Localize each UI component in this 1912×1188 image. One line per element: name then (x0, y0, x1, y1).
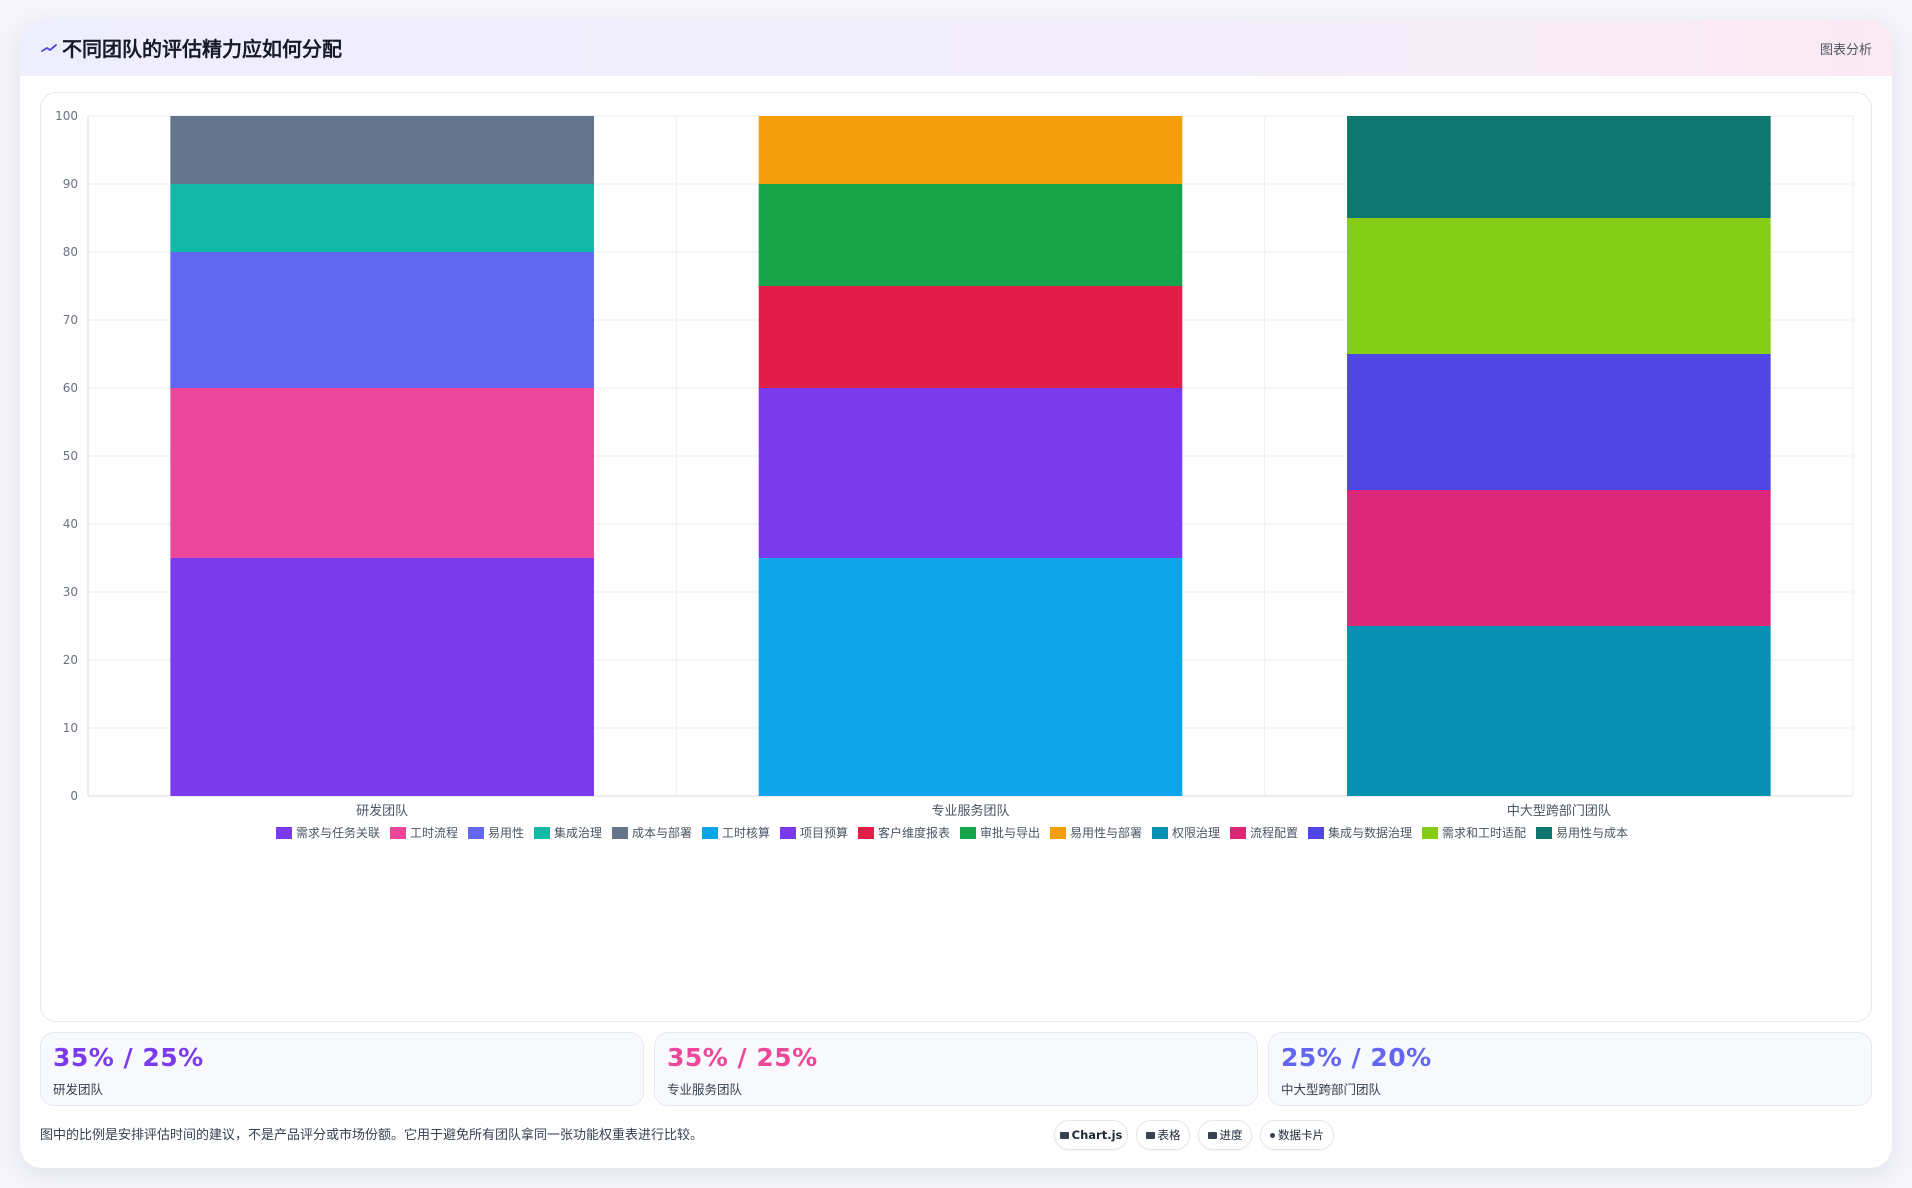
chart-icon (1059, 1131, 1069, 1139)
bar-segment (1347, 354, 1771, 490)
y-tick-label: 80 (63, 245, 78, 259)
chart-panel: 0 10 20 30 40 50 60 70 80 90 100 研发团队 专业服务团队 中大型跨部门团队… (40, 92, 1872, 1022)
bar-segment (1347, 490, 1771, 626)
stats-row: 35% / 25% 研发团队 35% / 25% 专业服务团队 25% / 20… (40, 1032, 1872, 1106)
y-tick-label: 30 (63, 585, 78, 599)
chip-label: Chart.js (1071, 1128, 1123, 1142)
chip-label: 表格 (1157, 1128, 1181, 1142)
legend-label: 成本与部署 (632, 825, 692, 840)
legend-label: 易用性 (488, 826, 524, 840)
legend-label: 权限治理 (1172, 826, 1220, 840)
bar-segment (170, 388, 594, 558)
stacked-bar-chart: 0 10 20 30 40 50 60 70 80 90 100 研发团队 专业服务团队 中大型跨部门团队… (55, 109, 1854, 840)
legend-swatch (960, 827, 976, 839)
trend-icon (41, 44, 57, 52)
footnote: 图中的比例是安排评估时间的建议，不是产品评分或市场份额。它用于避免所有团队拿同一… (40, 1128, 704, 1143)
bar-segment (758, 116, 1183, 184)
stat-card-cross: 25% / 20% 中大型跨部门团队 (1268, 1032, 1872, 1106)
bar-segment (758, 184, 1183, 286)
y-tick-label: 10 (63, 721, 78, 735)
legend-label: 项目预算 (800, 825, 848, 840)
legend-label: 工时核算 (722, 825, 770, 840)
y-tick-label: 60 (63, 381, 78, 395)
legend-swatch (276, 827, 292, 839)
chip-progress[interactable]: 进度 (1198, 1120, 1252, 1150)
x-tick-label: 中大型跨部门团队 (1507, 804, 1611, 819)
y-tick-label: 0 (70, 789, 78, 803)
bar-segment (1347, 116, 1771, 218)
chart-card: 不同团队的评估精力应如何分配 图表分析 0 10 20 30 40 50 60 70 80 90 1… (20, 20, 1892, 1168)
legend-swatch (612, 827, 628, 839)
legend-swatch (1050, 827, 1066, 839)
card-header: 不同团队的评估精力应如何分配 图表分析 (20, 20, 1892, 76)
chip-data-card[interactable]: 数据卡片 (1260, 1120, 1334, 1150)
stat-card-rd: 35% / 25% 研发团队 (40, 1032, 644, 1106)
bar-segment (1347, 218, 1771, 354)
legend-label: 流程配置 (1250, 825, 1298, 840)
legend-swatch (534, 827, 550, 839)
legend-swatch (1152, 827, 1168, 839)
legend-label: 需求和工时适配 (1442, 826, 1526, 840)
legend-swatch (468, 827, 484, 839)
bar-segment (758, 558, 1183, 796)
card-icon (1270, 1132, 1275, 1138)
stat-label: 专业服务团队 (667, 1082, 743, 1097)
y-tick-label: 70 (63, 313, 78, 327)
chart-analysis-link[interactable]: 图表分析 (1819, 43, 1872, 58)
stat-value: 35% / 25% (667, 1043, 818, 1072)
legend-swatch (702, 827, 718, 839)
legend-label: 客户维度报表 (878, 825, 950, 840)
legend-label: 工时流程 (410, 825, 458, 840)
table-icon (1145, 1131, 1155, 1139)
stat-value: 25% / 20% (1281, 1043, 1432, 1072)
bar-segment (170, 116, 594, 184)
legend-label: 易用性与成本 (1556, 826, 1628, 840)
bar-segment (758, 388, 1183, 558)
legend-swatch (1422, 827, 1438, 839)
y-tick-label: 40 (63, 517, 78, 531)
chip-table[interactable]: 表格 (1136, 1120, 1190, 1150)
chip-label: 进度 (1219, 1128, 1243, 1142)
legend-swatch (1536, 827, 1552, 839)
progress-icon (1207, 1131, 1217, 1139)
bar-segment (170, 252, 594, 388)
x-tick-label: 研发团队 (356, 803, 408, 819)
chip-label: 数据卡片 (1278, 1128, 1324, 1142)
stat-value: 35% / 25% (53, 1043, 204, 1072)
legend-swatch (780, 827, 796, 839)
legend-label: 审批与导出 (980, 825, 1040, 840)
y-tick-label: 50 (63, 449, 78, 463)
stat-label: 研发团队 (53, 1082, 104, 1097)
legend-swatch (390, 827, 406, 839)
legend-label: 集成治理 (554, 825, 602, 840)
bar-segment (758, 286, 1183, 388)
legend-label: 集成与数据治理 (1328, 825, 1412, 840)
legend-swatch (1230, 827, 1246, 839)
bar-segment (170, 184, 594, 252)
stat-card-ps: 35% / 25% 专业服务团队 (654, 1032, 1258, 1106)
x-tick-label: 专业服务团队 (931, 803, 1009, 819)
bar-segment (170, 558, 594, 796)
chip-chartjs[interactable]: Chart.js (1054, 1120, 1128, 1150)
y-tick-label: 90 (63, 177, 78, 191)
page-title: 不同团队的评估精力应如何分配 (62, 37, 342, 61)
legend-label: 需求与任务关联 (296, 825, 380, 840)
legend-swatch (858, 827, 874, 839)
stat-label: 中大型跨部门团队 (1281, 1082, 1382, 1097)
legend-swatch (1308, 827, 1324, 839)
bar-segment (1347, 626, 1771, 796)
legend-label: 易用性与部署 (1070, 825, 1142, 840)
y-tick-label: 100 (55, 109, 78, 123)
y-tick-label: 20 (63, 653, 78, 667)
